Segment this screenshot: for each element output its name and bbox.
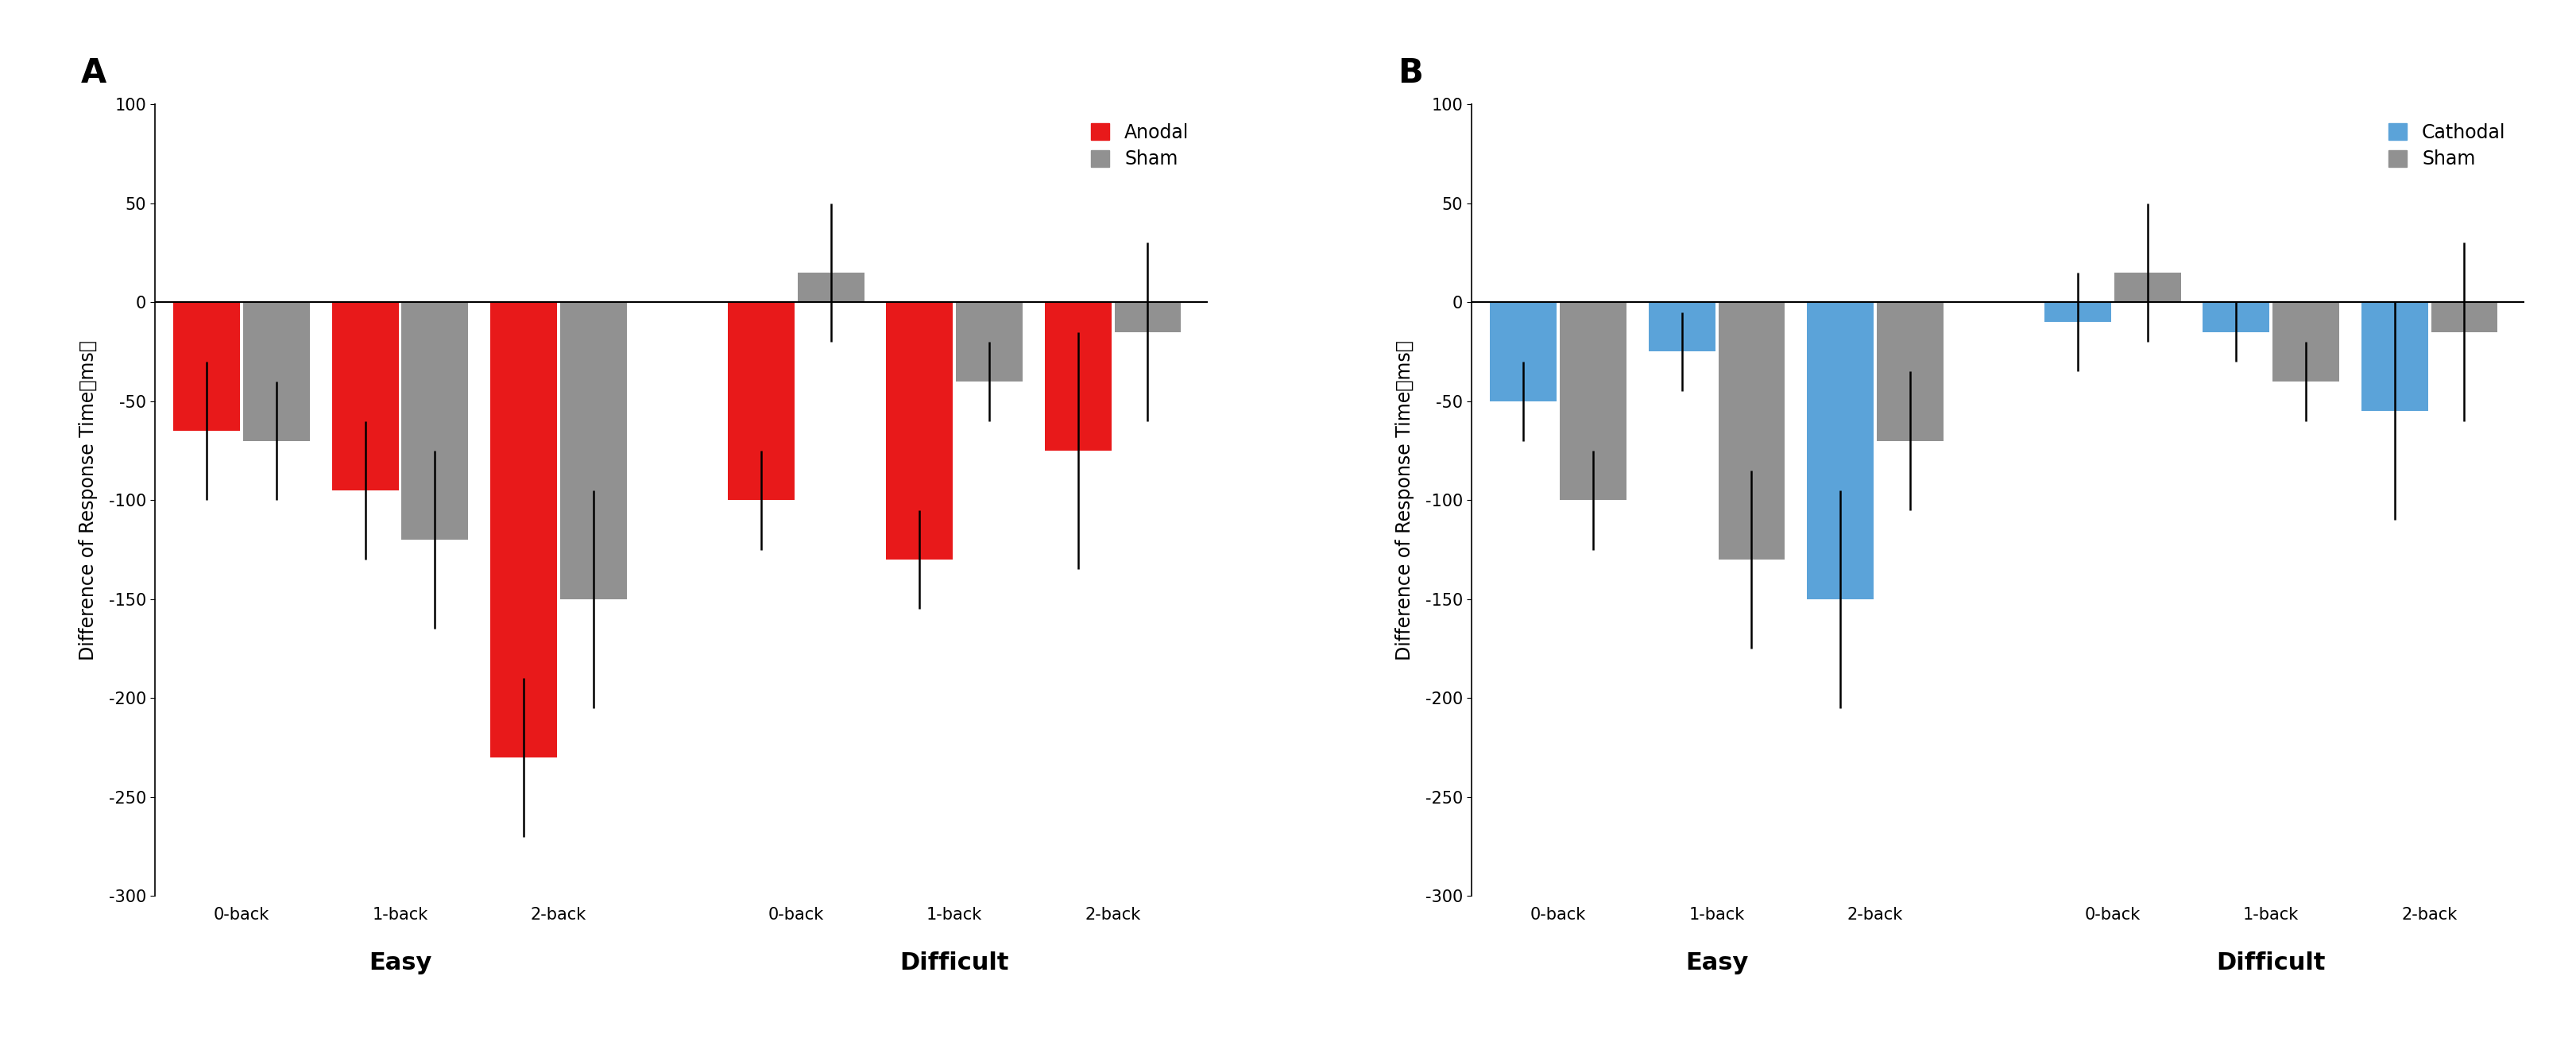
Text: Easy: Easy — [368, 951, 433, 974]
Bar — [799, 272, 863, 302]
Bar — [1806, 302, 1873, 599]
Text: A: A — [80, 56, 106, 90]
Bar — [2432, 302, 2499, 331]
Text: Difficult: Difficult — [2215, 951, 2326, 974]
Bar — [1878, 302, 1942, 441]
Bar — [402, 302, 469, 540]
Bar — [2272, 302, 2339, 381]
Bar — [1115, 302, 1180, 331]
Bar — [729, 302, 793, 500]
Bar — [332, 302, 399, 490]
Y-axis label: Difference of Response Time（ms）: Difference of Response Time（ms） — [1396, 340, 1414, 661]
Bar — [1649, 302, 1716, 351]
Bar — [242, 302, 309, 441]
Legend: Anodal, Sham: Anodal, Sham — [1082, 114, 1198, 178]
Bar — [1561, 302, 1625, 500]
Bar — [2045, 302, 2112, 322]
Bar — [559, 302, 626, 599]
Bar — [1046, 302, 1110, 450]
Text: B: B — [1396, 56, 1422, 90]
Bar — [886, 302, 953, 560]
Bar — [1718, 302, 1785, 560]
Bar — [2115, 272, 2182, 302]
Bar — [2202, 302, 2269, 331]
Bar — [956, 302, 1023, 381]
Legend: Cathodal, Sham: Cathodal, Sham — [2378, 114, 2514, 178]
Y-axis label: Difference of Response Time（ms）: Difference of Response Time（ms） — [80, 340, 98, 661]
Bar — [1489, 302, 1556, 401]
Text: Easy: Easy — [1685, 951, 1749, 974]
Bar — [489, 302, 556, 758]
Text: Difficult: Difficult — [899, 951, 1010, 974]
Bar — [173, 302, 240, 430]
Bar — [2362, 302, 2427, 411]
